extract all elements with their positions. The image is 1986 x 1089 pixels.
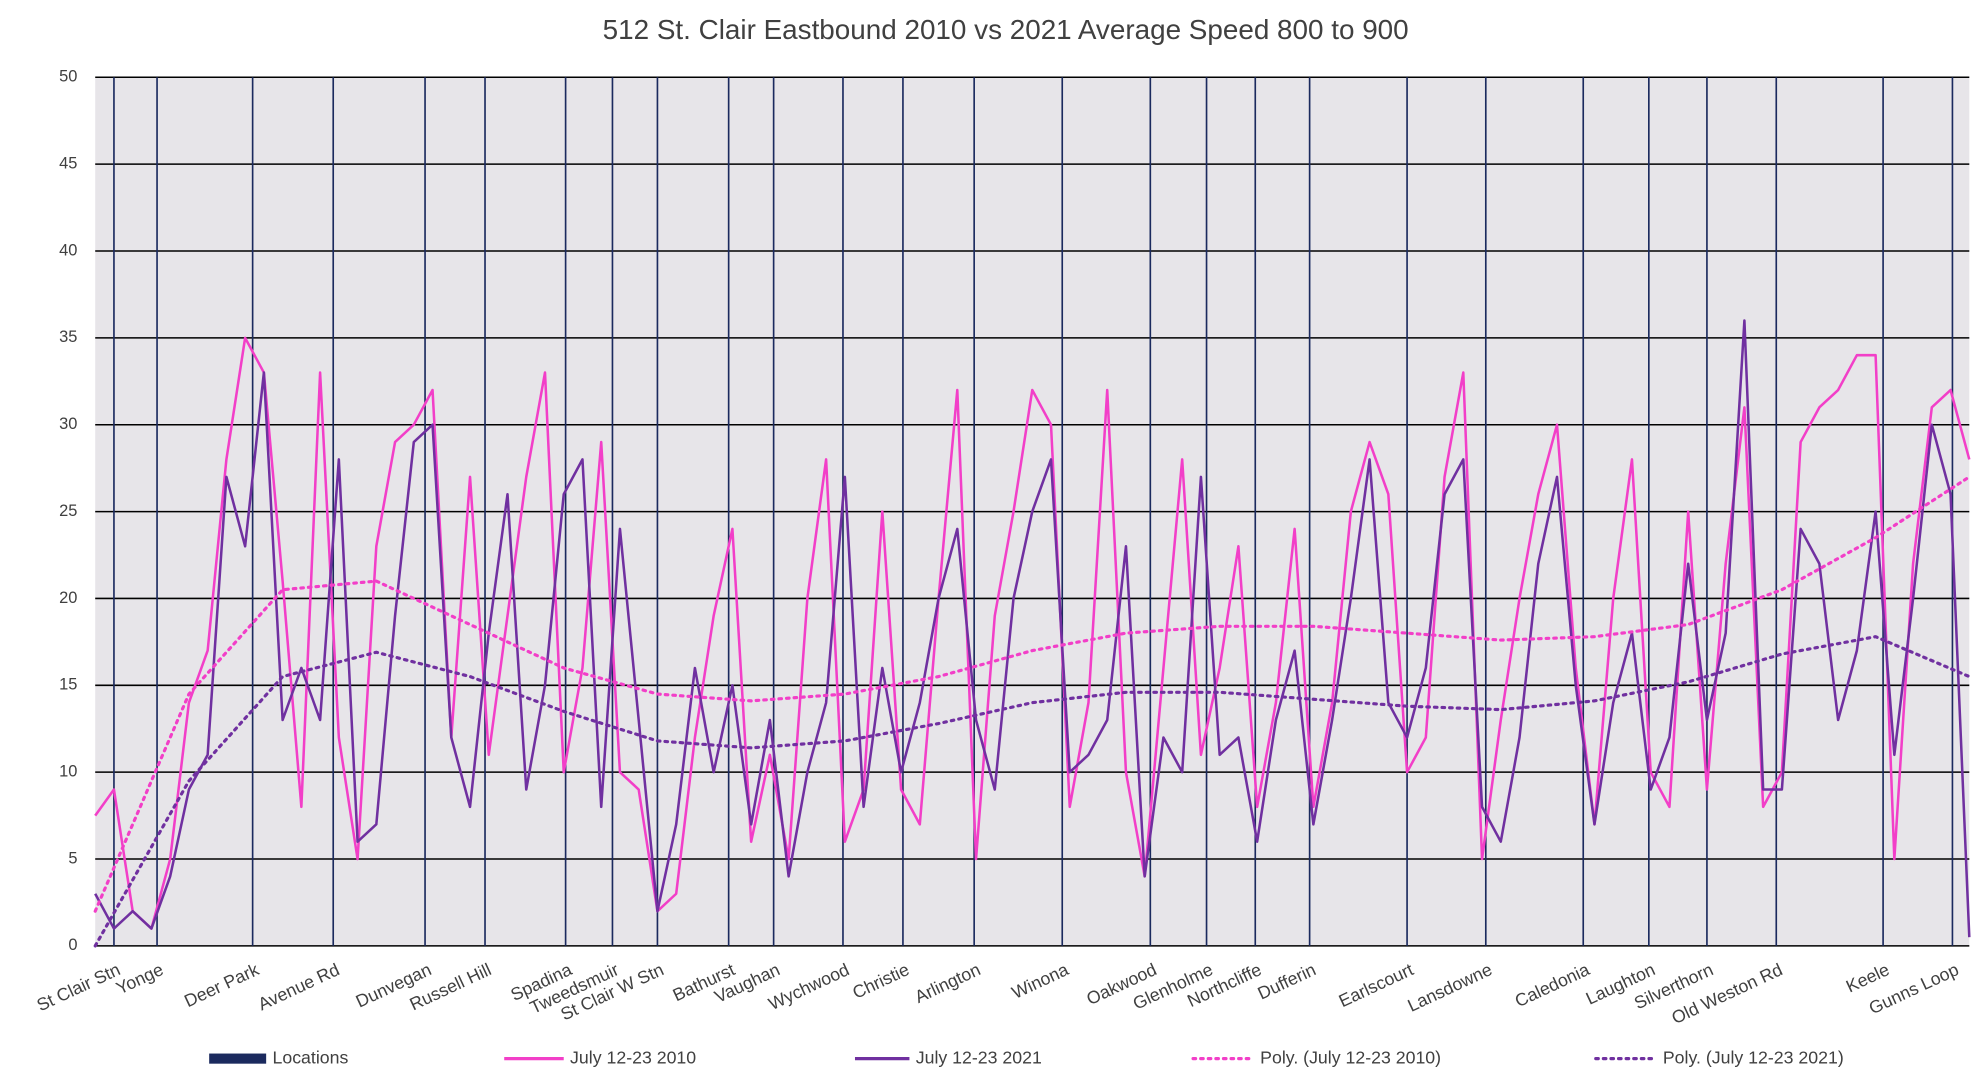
y-tick-label: 10	[59, 763, 77, 781]
y-tick-label: 25	[59, 502, 77, 520]
series-line	[94, 319, 1971, 938]
y-tick-label: 40	[59, 241, 77, 259]
legend-label: July 12-23 2010	[570, 1047, 696, 1067]
legend-swatch	[209, 1053, 267, 1064]
legend-label: Poly. (July 12-23 2021)	[1663, 1047, 1844, 1067]
y-tick-label: 15	[59, 676, 77, 694]
y-tick-label: 35	[59, 328, 77, 346]
y-tick-label: 30	[59, 415, 77, 433]
legend-label: Poly. (July 12-23 2010)	[1260, 1047, 1441, 1067]
y-tick-label: 0	[68, 936, 77, 954]
y-tick-label: 5	[68, 849, 77, 867]
y-tick-label: 20	[59, 589, 77, 607]
legend-label: Locations	[272, 1047, 348, 1067]
y-tick-label: 50	[59, 68, 77, 86]
series-line	[93, 635, 1971, 948]
series-line	[94, 336, 1971, 930]
series-line	[93, 475, 1971, 913]
y-tick-label: 45	[59, 154, 77, 172]
legend-label: July 12-23 2021	[916, 1047, 1042, 1067]
chart-title: 512 St. Clair Eastbound 2010 vs 2021 Ave…	[603, 14, 1409, 45]
